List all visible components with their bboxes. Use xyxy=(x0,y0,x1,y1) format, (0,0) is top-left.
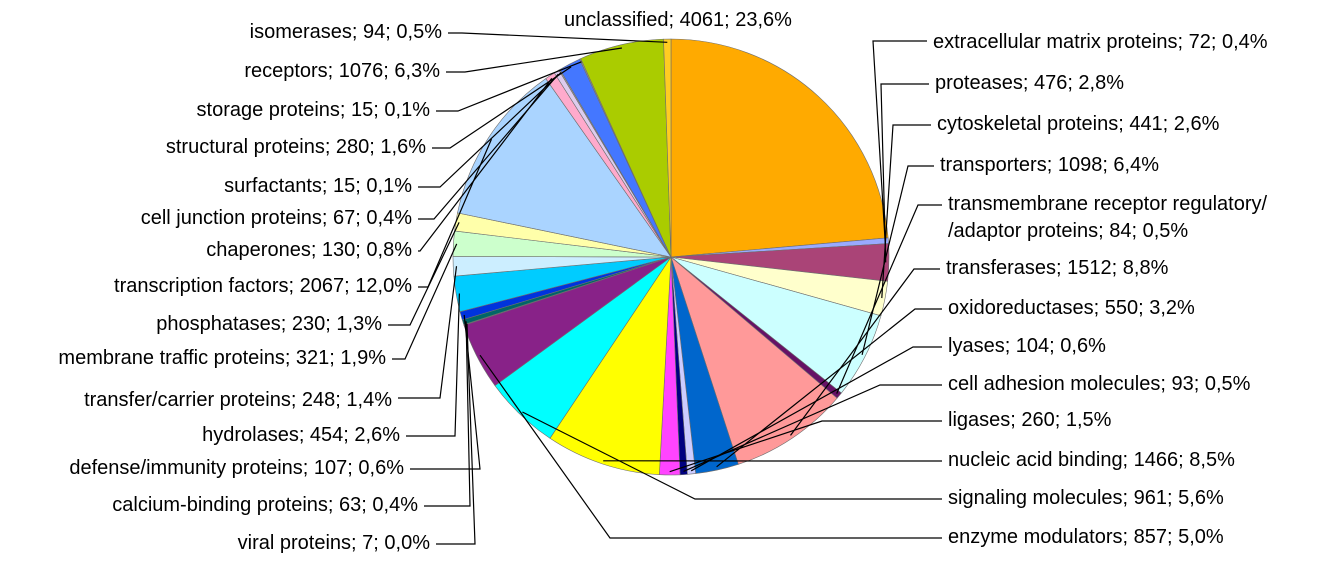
leader-line-lyases xyxy=(690,346,942,472)
slice-label-ligases: ligases; 260; 1,5% xyxy=(948,409,1112,431)
leader-line-transmembrane-receptor-regulatory-adaptor-proteins xyxy=(836,204,942,394)
pie-slice-nucleic-acid-binding xyxy=(549,255,672,476)
leader-line-calcium-binding-proteins xyxy=(424,321,471,507)
leader-line-cell-adhesion-molecules xyxy=(683,384,942,472)
leader-line-transcription-factors xyxy=(418,138,493,288)
slice-label-defense-immunity-proteins: defense/immunity proteins; 107; 0,6% xyxy=(69,457,404,479)
slice-label-transmembrane-receptor-regulatory-adaptor-proteins: transmembrane receptor regulatory//adapt… xyxy=(948,193,1267,242)
slice-label-signaling-molecules: signaling molecules; 961; 5,6% xyxy=(948,487,1224,509)
leader-line-transfer-carrier-proteins xyxy=(398,266,458,399)
pie-slice-transcription-factors xyxy=(457,78,672,258)
slice-label-structural-proteins: structural proteins; 280; 1,6% xyxy=(166,136,426,158)
leader-line-ligases xyxy=(669,420,942,473)
slice-label-membrane-traffic-proteins: membrane traffic proteins; 321; 1,9% xyxy=(58,347,386,369)
slice-label-storage-proteins: storage proteins; 15; 0,1% xyxy=(197,99,431,121)
slice-label-extracellular-matrix-proteins: extracellular matrix proteins; 72; 0,4% xyxy=(933,31,1268,53)
slice-label-lyases: lyases; 104; 0,6% xyxy=(948,335,1106,357)
slice-label-unclassified: unclassified; 4061; 23,6% xyxy=(564,9,792,31)
leader-line-enzyme-modulators xyxy=(479,354,942,539)
slice-label-nucleic-acid-binding: nucleic acid binding; 1466; 8,5% xyxy=(948,449,1235,471)
slice-label-transferases: transferases; 1512; 8,8% xyxy=(946,257,1169,279)
leader-line-hydrolases xyxy=(406,293,460,437)
slice-label-surfactants: surfactants; 15; 0,1% xyxy=(224,175,412,197)
leader-line-extracellular-matrix-proteins xyxy=(872,40,927,241)
slice-label-transfer-carrier-proteins: transfer/carrier proteins; 248; 1,4% xyxy=(84,389,392,411)
leader-line-storage-proteins xyxy=(436,61,582,112)
slice-label-cell-junction-proteins: cell junction proteins; 67; 0,4% xyxy=(141,207,412,229)
pie-slices xyxy=(452,38,890,476)
leader-line-signaling-molecules xyxy=(522,411,942,500)
leader-line-transferases xyxy=(790,268,940,436)
leader-line-defense-immunity-proteins xyxy=(410,314,481,470)
slice-label-enzyme-modulators: enzyme modulators; 857; 5,0% xyxy=(948,526,1224,548)
slice-label-phosphatases: phosphatases; 230; 1,3% xyxy=(156,313,382,335)
leader-line-chaperones xyxy=(418,78,553,252)
leader-line-phosphatases xyxy=(388,222,460,326)
leader-line-transporters xyxy=(861,165,934,356)
slice-label-isomerases: isomerases; 94; 0,5% xyxy=(250,21,443,43)
leader-line-cytoskeletal-proteins xyxy=(881,124,931,299)
leader-line-membrane-traffic-proteins xyxy=(392,243,458,360)
slice-label-transcription-factors: transcription factors; 2067; 12,0% xyxy=(114,275,412,297)
leader-lines xyxy=(388,32,942,545)
slice-label-chaperones: chaperones; 130; 0,8% xyxy=(206,239,412,261)
slice-label-oxidoreductases: oxidoreductases; 550; 3,2% xyxy=(948,297,1195,319)
leader-line-receptors xyxy=(446,47,622,73)
leader-line-cell-junction-proteins xyxy=(418,73,559,220)
leader-line-oxidoreductases xyxy=(716,308,942,468)
slice-label-receptors: receptors; 1076; 6,3% xyxy=(244,60,440,82)
slice-label-proteases: proteases; 476; 2,8% xyxy=(935,72,1124,94)
pie-slice-unclassified xyxy=(670,38,889,258)
leader-line-isomerases xyxy=(448,32,668,43)
slice-label-hydrolases: hydrolases; 454; 2,6% xyxy=(202,424,400,446)
leader-line-structural-proteins xyxy=(432,66,572,149)
slice-labels: unclassified; 4061; 23,6% extracellular m… xyxy=(58,9,1267,554)
slice-label-viral-proteins: viral proteins; 7; 0,0% xyxy=(238,532,431,554)
slice-label-cytoskeletal-proteins: cytoskeletal proteins; 441; 2,6% xyxy=(937,113,1220,135)
slice-label-cell-adhesion-molecules: cell adhesion molecules; 93; 0,5% xyxy=(948,373,1251,395)
leader-line-viral-proteins xyxy=(436,323,476,545)
leader-line-proteases xyxy=(880,83,929,263)
pie-slice-isomerases xyxy=(663,38,672,258)
slice-label-calcium-binding-proteins: calcium-binding proteins; 63; 0,4% xyxy=(112,494,418,516)
leader-line-surfactants xyxy=(418,72,562,188)
slice-label-transporters: transporters; 1098; 6,4% xyxy=(940,154,1159,176)
